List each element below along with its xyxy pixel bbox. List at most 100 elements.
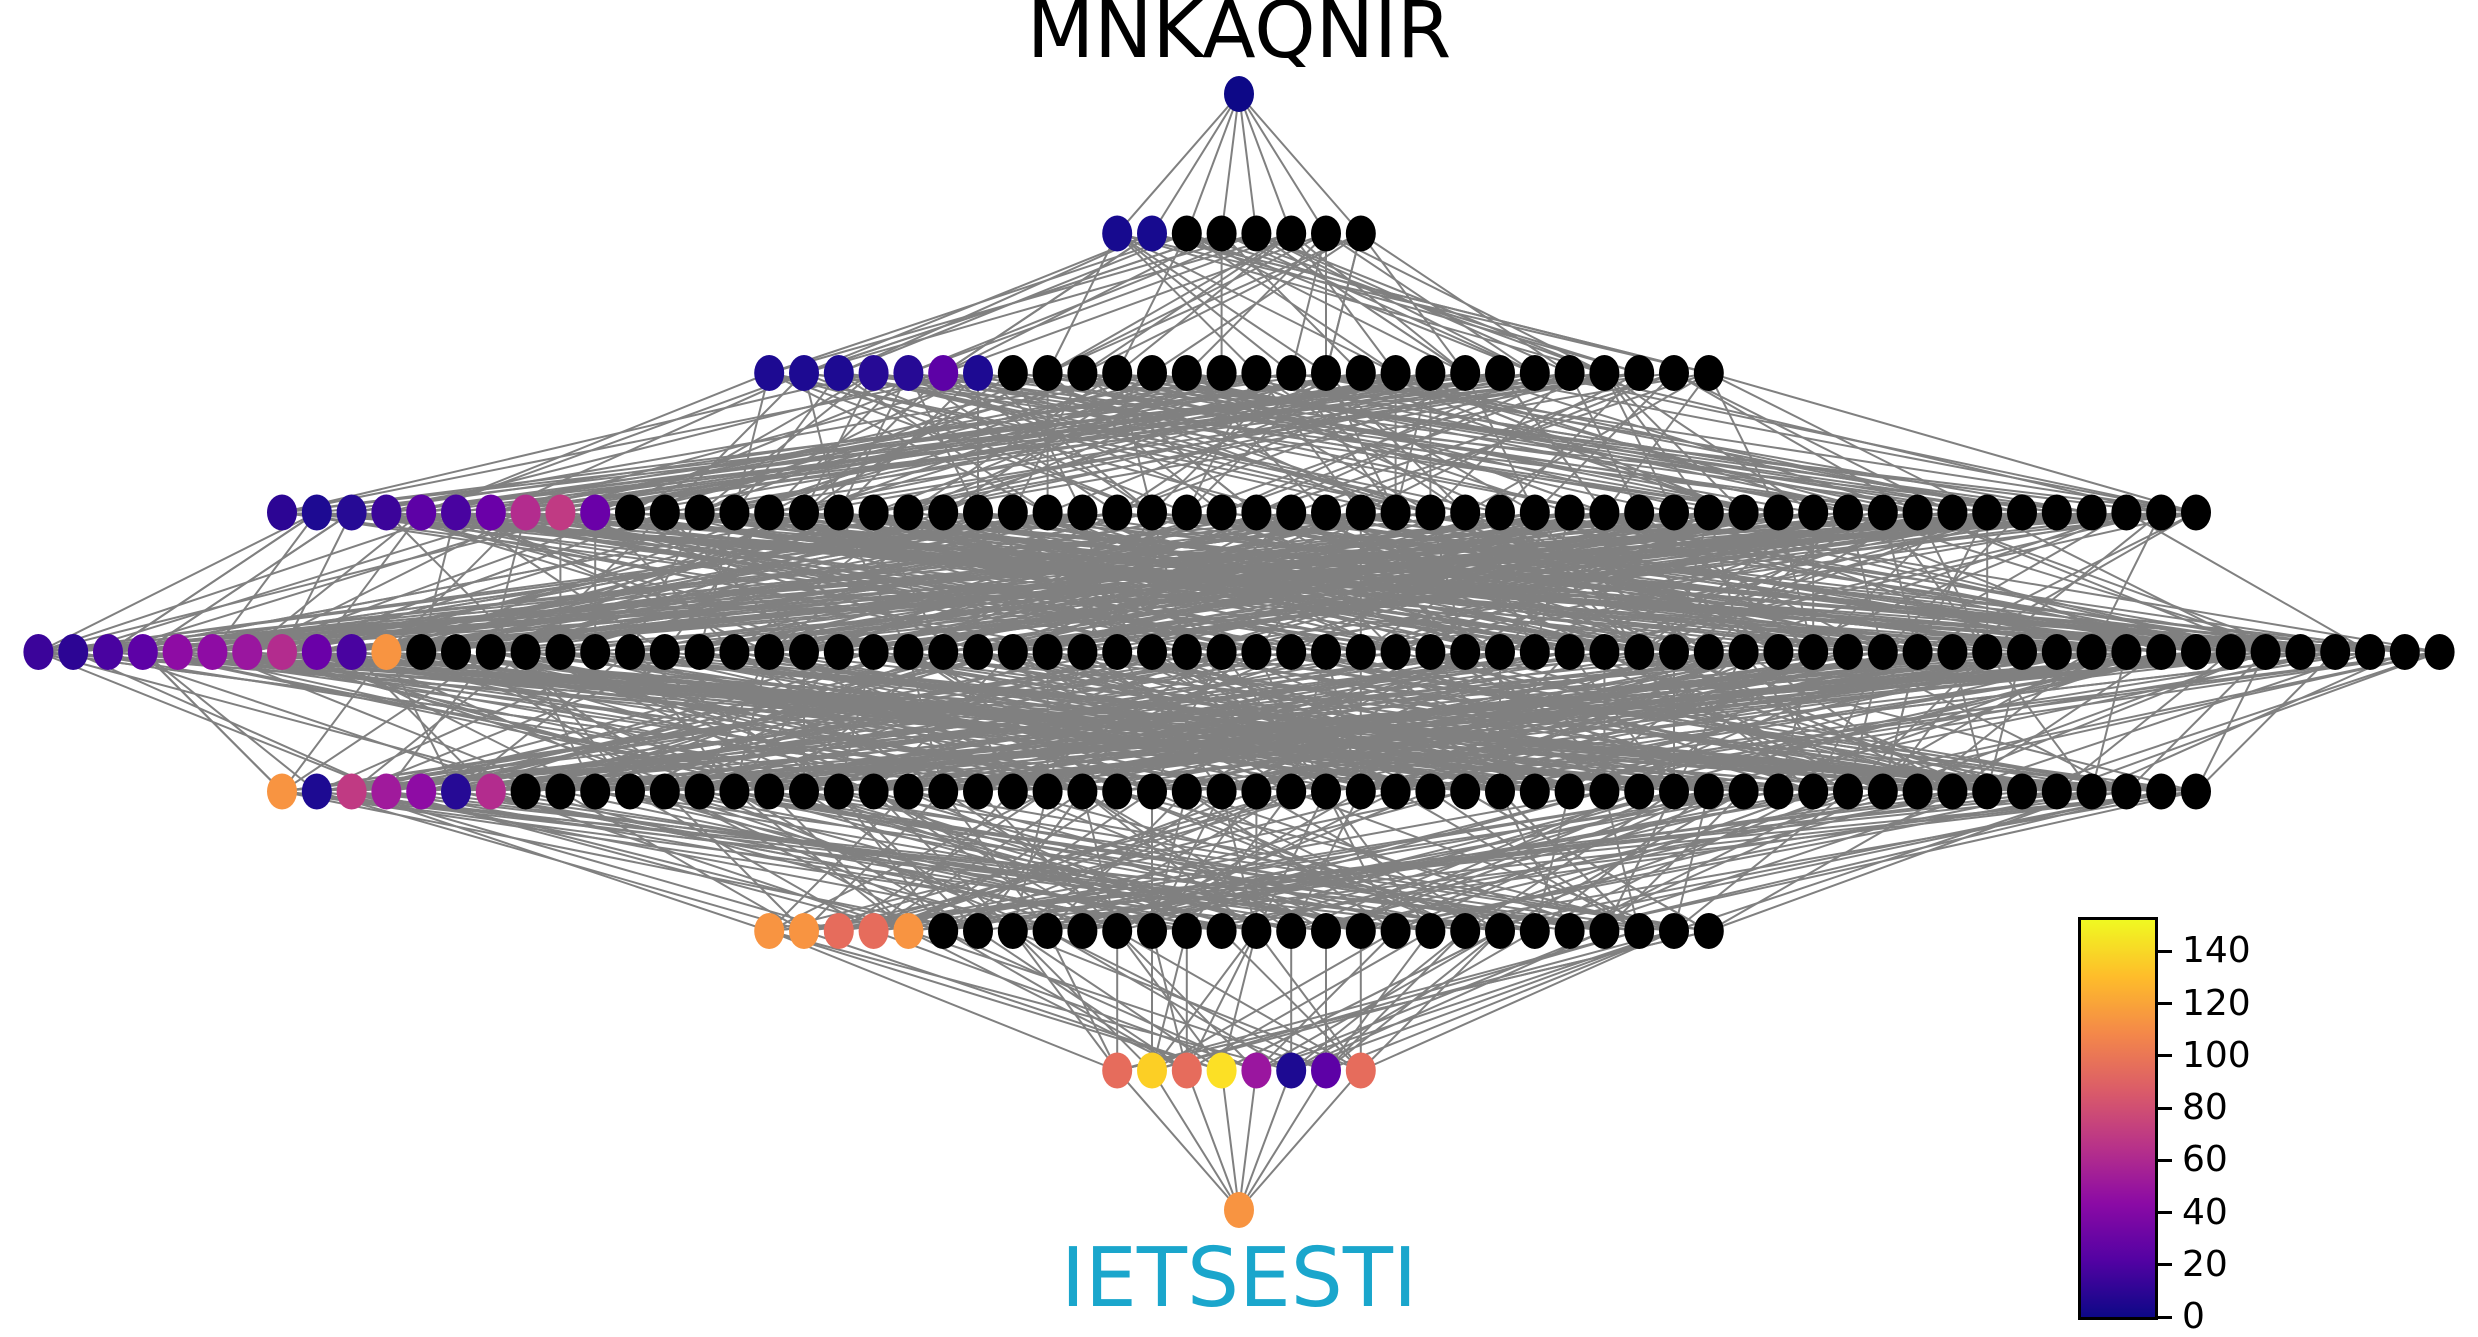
graph-node-level-2-25 [1624, 355, 1655, 391]
graph-edge [1238, 93, 1362, 235]
graph-edge [38, 651, 2197, 793]
graph-edge [1047, 232, 1327, 374]
graph-node-level-5-7 [510, 773, 541, 810]
graph-edge [908, 372, 1570, 514]
graph-edge [1220, 930, 1362, 1072]
graph-node-level-1-1 [1137, 215, 1167, 252]
colorbar-tick-label: 40 [2182, 1191, 2228, 1233]
graph-node-level-5-44 [1798, 773, 1829, 810]
graph-node-level-3-41 [1693, 494, 1724, 531]
graph-edge [768, 930, 1222, 1072]
graph-edge [107, 511, 2057, 653]
graph-node-level-3-43 [1763, 494, 1794, 531]
graph-node-level-6-15 [1276, 913, 1307, 949]
graph-edge [908, 930, 1327, 1072]
graph-edge [838, 790, 1709, 932]
graph-edge [1708, 372, 1988, 514]
graph-node-level-5-38 [1589, 773, 1620, 810]
graph-edge [559, 790, 805, 932]
graph-edge [1951, 511, 2197, 653]
graph-node-level-2-4 [893, 355, 924, 391]
graph-node-level-3-27 [1206, 494, 1237, 531]
graph-node-level-3-51 [2041, 494, 2072, 531]
colorbar-tick [2158, 1263, 2172, 1267]
graph-edge [1533, 791, 1571, 932]
graph-node-level-4-35 [1241, 634, 1272, 670]
graph-node-level-5-10 [615, 773, 645, 810]
colorbar-tick-label: 140 [2182, 930, 2251, 972]
graph-node-level-4-34 [1206, 634, 1237, 670]
graph-edge [1673, 372, 1953, 514]
graph-edge [1464, 372, 1710, 514]
graph-node-level-4-18 [649, 634, 680, 670]
graph-edge [351, 790, 1640, 932]
graph-node-level-3-2 [336, 494, 367, 531]
graph-edge [1255, 232, 1466, 374]
graph-node-level-4-21 [754, 634, 785, 670]
graph-node-level-2-12 [1171, 355, 1202, 391]
colorbar-tick [2158, 1002, 2172, 1006]
graph-node-level-6-21 [1485, 913, 1515, 949]
graph-edge [1325, 791, 1397, 932]
graph-node-level-2-1 [789, 355, 819, 391]
graph-node-level-4-59 [2076, 634, 2107, 670]
graph-edge [1151, 1069, 1240, 1211]
graph-node-level-5-42 [1728, 773, 1759, 810]
graph-edge [1151, 93, 1240, 235]
colorbar-tick [2158, 1315, 2172, 1319]
bottom-node-label: IETSESTI [1060, 1231, 1418, 1326]
graph-edge [281, 511, 2197, 653]
graph-edge [1464, 790, 1710, 932]
graph-edge [1047, 930, 1292, 1072]
graph-edge [908, 232, 1292, 374]
graph-node-level-3-23 [1067, 494, 1098, 531]
graph-node-level-4-1 [58, 634, 89, 670]
graph-node-level-5-54 [2146, 773, 2177, 810]
graph-edge [1325, 233, 1362, 374]
graph-edge [1360, 232, 1571, 374]
graph-edge [1290, 233, 1327, 374]
graph-node-level-7-0 [1102, 1052, 1133, 1089]
graph-node-level-3-33 [1415, 494, 1446, 531]
graph-edge [1603, 790, 1745, 932]
graph-edge [1499, 790, 1640, 932]
graph-edge [1290, 790, 1675, 932]
graph-node-level-3-35 [1485, 494, 1515, 531]
graph-node-level-3-50 [2007, 494, 2037, 531]
graph-edge [1238, 93, 1293, 234]
graph-node-level-6-25 [1624, 913, 1655, 949]
graph-edge [1238, 1069, 1362, 1211]
graph-node-level-6-13 [1206, 913, 1237, 949]
graph-node-level-4-43 [1519, 634, 1550, 670]
graph-node-level-2-16 [1311, 355, 1341, 391]
graph-node-level-4-62 [2181, 634, 2211, 670]
graph-node-level-6-5 [928, 913, 959, 949]
graph-node-level-3-19 [928, 494, 959, 531]
graph-node-level-3-52 [2076, 494, 2107, 531]
graph-node-level-3-13 [719, 494, 750, 531]
graph-node-level-2-11 [1137, 355, 1167, 391]
graph-edge [1638, 651, 2197, 793]
graph-node-level-3-16 [823, 494, 854, 531]
colorbar-tick [2158, 1106, 2172, 1110]
graph-node-level-4-11 [406, 634, 437, 670]
graph-edge [1778, 511, 2127, 653]
graph-edge [1255, 232, 1536, 374]
graph-edge [1569, 790, 1988, 932]
graph-edge [490, 372, 805, 514]
graph-node-level-6-14 [1241, 913, 1272, 949]
graph-node-level-5-22 [1032, 773, 1063, 810]
graph-node-level-3-18 [893, 494, 924, 531]
graph-edge [281, 790, 1222, 932]
graph-edge [1882, 511, 2127, 653]
graph-node-level-5-14 [754, 773, 785, 810]
graph-edge [1221, 372, 1605, 514]
graph-node-level-3-30 [1311, 494, 1341, 531]
graph-edge [1255, 930, 1362, 1072]
graph-node-level-2-26 [1659, 355, 1689, 391]
graph-node-level-1-6 [1311, 215, 1341, 252]
graph-edge [699, 790, 1675, 932]
graph-node-level-7-5 [1276, 1052, 1307, 1089]
graph-node-level-5-13 [719, 773, 750, 810]
